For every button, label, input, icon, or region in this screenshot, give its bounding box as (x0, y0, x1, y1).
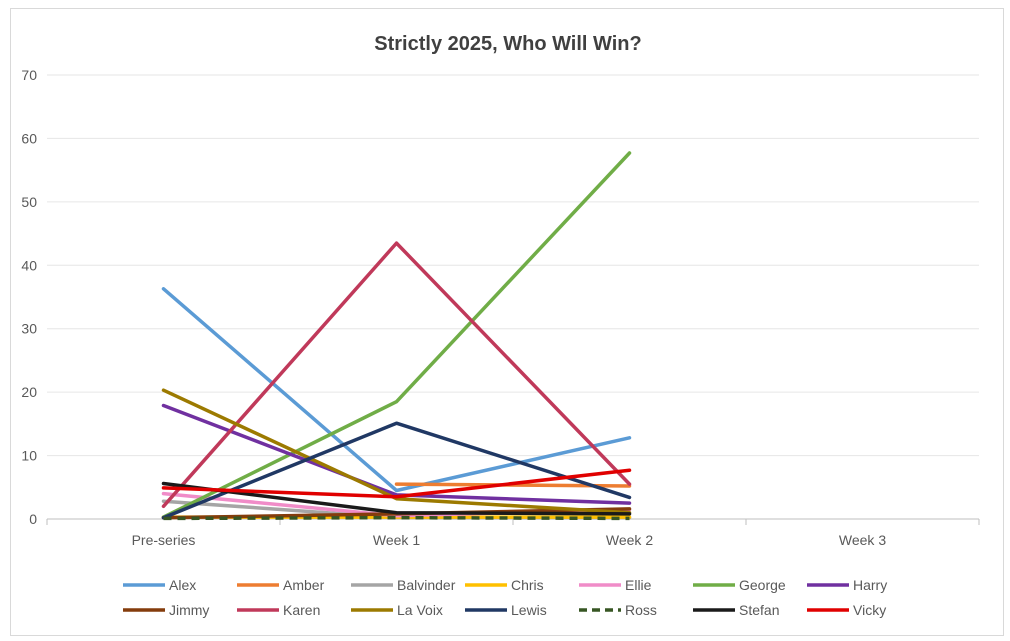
legend-label: Lewis (511, 602, 547, 618)
legend: Alex Amber Balvinder Chris Ellie George Harry J… (123, 577, 887, 618)
chart-frame: Strictly 2025, Who Will Win? 0 10 20 30 40 50… (10, 8, 1004, 636)
legend-entry-balvinder: Balvinder (351, 577, 456, 593)
series-line-lewis (161, 421, 632, 520)
x-tick-label: Week 3 (839, 532, 886, 548)
legend-label: Balvinder (397, 577, 456, 593)
legend-entry-alex: Alex (123, 577, 196, 593)
series-line-karen (161, 241, 632, 509)
y-tick-label: 40 (21, 257, 37, 273)
legend-label: Vicky (853, 602, 886, 618)
legend-label: Alex (169, 577, 196, 593)
series-line-george (161, 151, 632, 519)
x-tick-label: Week 2 (606, 532, 653, 548)
y-tick-label: 20 (21, 384, 37, 400)
legend-label: Stefan (739, 602, 779, 618)
y-axis-ticks: 0 10 20 30 40 50 60 70 (21, 67, 37, 527)
y-tick-label: 50 (21, 194, 37, 210)
series-line-la-voix (161, 388, 632, 515)
legend-label: Ross (625, 602, 657, 618)
legend-entry-lewis: Lewis (465, 602, 547, 618)
series-line-ross (163, 515, 630, 521)
y-tick-label: 10 (21, 448, 37, 464)
legend-entry-jimmy: Jimmy (123, 602, 209, 618)
y-tick-label: 70 (21, 67, 37, 83)
legend-label: George (739, 577, 786, 593)
legend-entry-la-voix: La Voix (351, 602, 443, 618)
chart-title: Strictly 2025, Who Will Win? (374, 33, 641, 55)
legend-label: Chris (511, 577, 544, 593)
legend-label: Karen (283, 602, 320, 618)
legend-entry-harry: Harry (807, 577, 887, 593)
line-chart: Strictly 2025, Who Will Win? 0 10 20 30 40 50… (21, 33, 980, 618)
gridlines (46, 74, 980, 525)
legend-label: Amber (283, 577, 325, 593)
x-axis-ticks: Pre-series Week 1 Week 2 Week 3 (132, 532, 887, 548)
y-tick-label: 30 (21, 321, 37, 337)
legend-entry-ellie: Ellie (579, 577, 652, 593)
legend-label: Jimmy (169, 602, 209, 618)
legend-entry-amber: Amber (237, 577, 325, 593)
x-tick-label: Pre-series (132, 532, 196, 548)
y-tick-label: 0 (29, 511, 37, 527)
legend-entry-ross: Ross (579, 602, 657, 618)
legend-label: Ellie (625, 577, 652, 593)
series-line-alex (161, 287, 632, 493)
series-line-vicky (161, 468, 632, 499)
x-tick-label: Week 1 (373, 532, 420, 548)
series-line-harry (161, 403, 632, 505)
y-tick-label: 60 (21, 130, 37, 146)
series-lines (161, 151, 632, 521)
legend-entry-karen: Karen (237, 602, 320, 618)
legend-entry-george: George (693, 577, 786, 593)
legend-label: La Voix (397, 602, 443, 618)
series-line-stefan (161, 481, 632, 516)
legend-entry-stefan: Stefan (693, 602, 779, 618)
legend-entry-chris: Chris (465, 577, 544, 593)
legend-label: Harry (853, 577, 887, 593)
legend-entry-vicky: Vicky (807, 602, 886, 618)
